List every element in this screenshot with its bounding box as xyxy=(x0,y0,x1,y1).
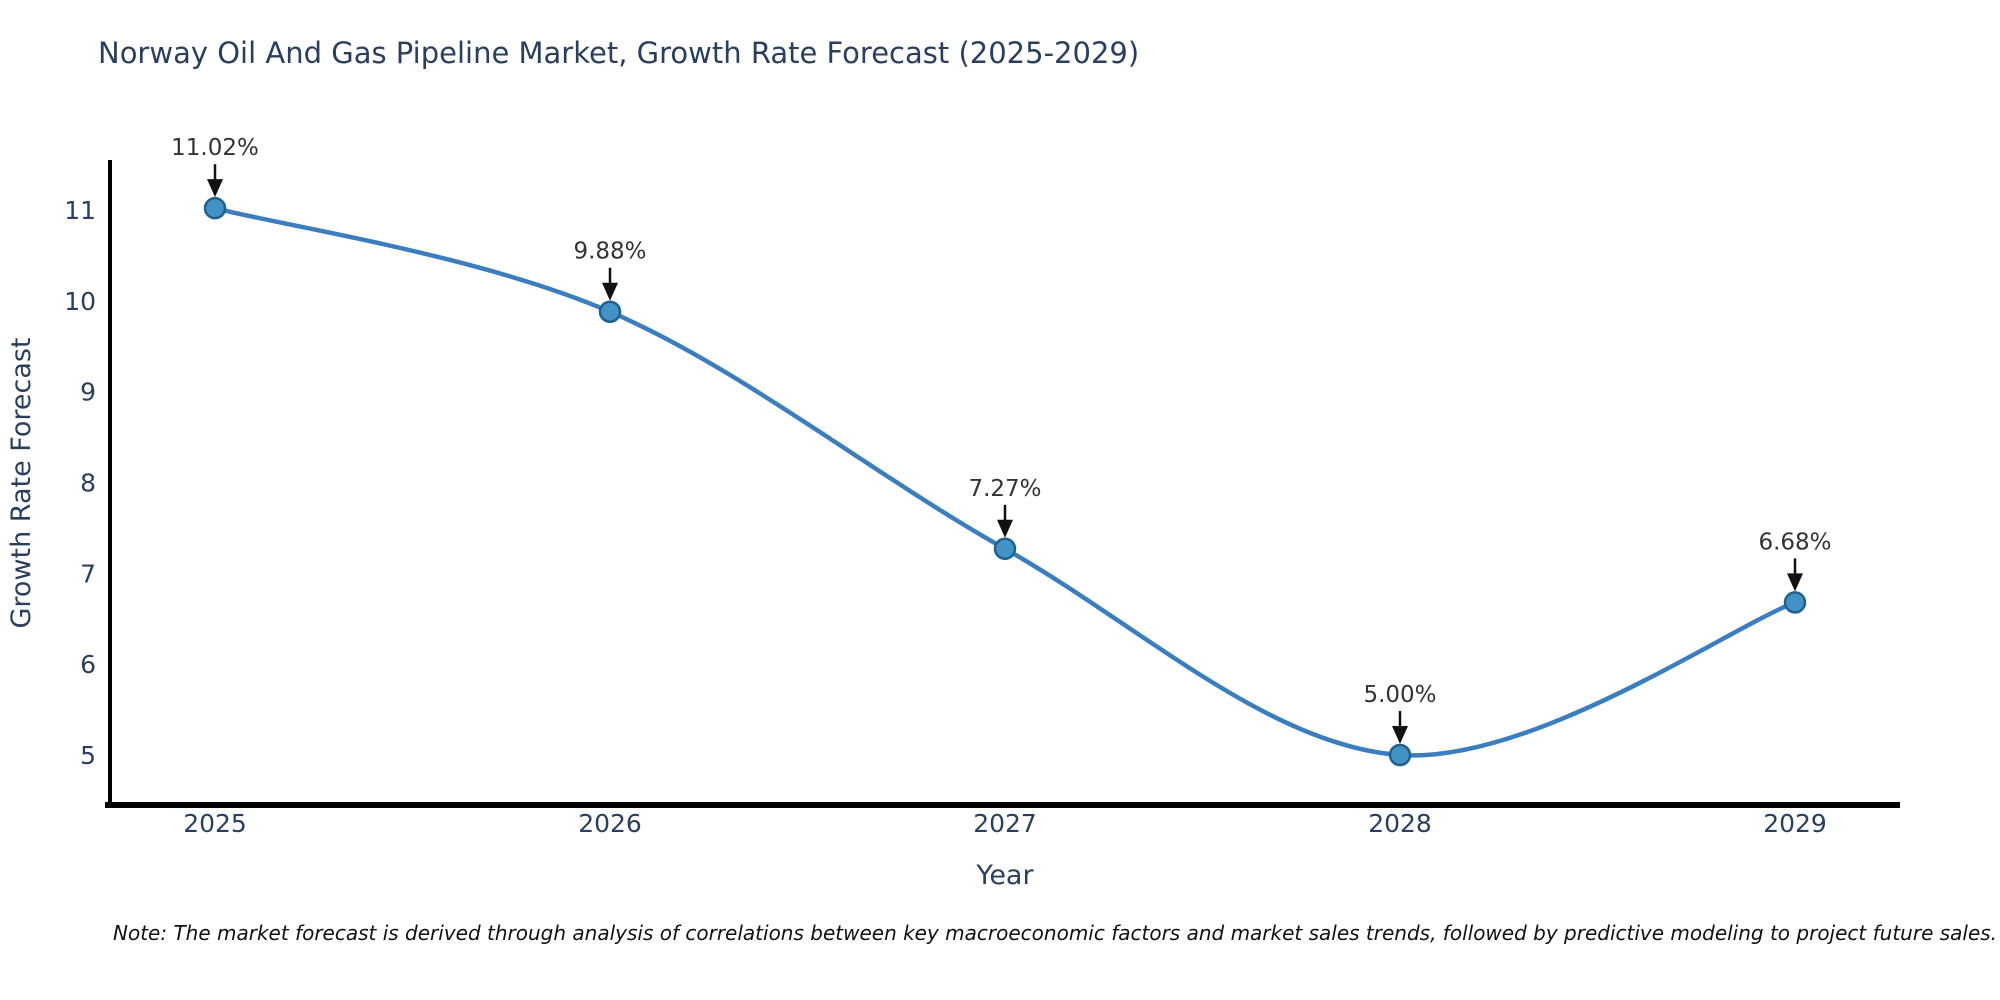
data-point-marker xyxy=(598,300,622,323)
y-tick-label: 11 xyxy=(64,196,96,225)
y-tick-label: 9 xyxy=(80,378,96,407)
annotation-label: 6.68% xyxy=(1758,529,1831,555)
x-tick-label: 2026 xyxy=(578,809,642,838)
annotation-arrowhead xyxy=(1787,573,1803,592)
annotation-arrowhead xyxy=(997,519,1013,538)
x-tick-label: 2028 xyxy=(1368,809,1432,838)
data-point-marker xyxy=(203,196,227,220)
x-axis-title: Year xyxy=(975,860,1034,891)
annotation-arrowhead xyxy=(1392,726,1408,744)
y-tick-label: 8 xyxy=(80,469,96,498)
footnote: Note: The market forecast is derived thr… xyxy=(113,921,1998,945)
y-axis-title: Growth Rate Forecast xyxy=(6,337,37,628)
annotation-label: 5.00% xyxy=(1363,682,1436,708)
y-tick-label: 10 xyxy=(64,287,96,316)
data-point-marker xyxy=(993,537,1017,561)
annotation-label: 9.88% xyxy=(573,239,646,265)
annotation-label: 7.27% xyxy=(968,476,1041,502)
x-tick-label: 2025 xyxy=(183,809,247,838)
annotation-arrowhead xyxy=(602,282,618,301)
data-point-marker xyxy=(1783,591,1807,614)
chart-title: Norway Oil And Gas Pipeline Market, Grow… xyxy=(98,36,1140,70)
y-tick-label: 6 xyxy=(80,650,96,679)
annotation-arrowhead xyxy=(207,179,223,198)
annotation-label: 11.02% xyxy=(171,135,259,161)
y-tick-label: 7 xyxy=(80,559,96,588)
data-point-marker xyxy=(1388,743,1412,767)
x-tick-label: 2027 xyxy=(973,809,1037,838)
x-tick-label: 2029 xyxy=(1763,809,1827,838)
y-tick-label: 5 xyxy=(80,741,96,770)
